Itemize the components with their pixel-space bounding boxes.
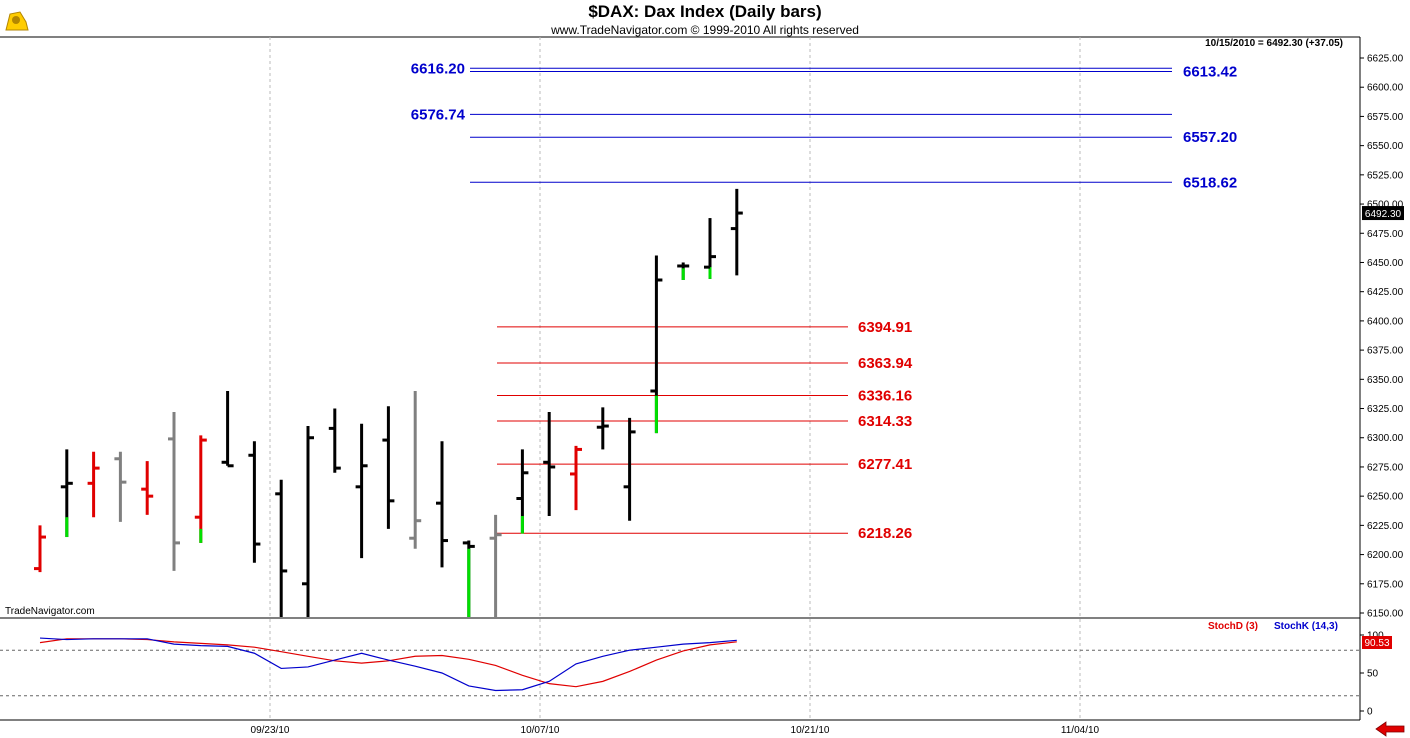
price-tick-label: 6600.00 (1367, 83, 1404, 94)
price-tick-label: 6350.00 (1367, 375, 1404, 386)
price-tick-label: 6425.00 (1367, 287, 1404, 298)
stoch-k-line (39, 637, 737, 692)
ohlc-bar (462, 540, 475, 617)
stochastic-value-label: 90.53 (1364, 638, 1389, 649)
price-tick-label: 6550.00 (1367, 141, 1404, 152)
stochastic-value-tag: 90.53 (1362, 636, 1392, 649)
ohlc-bar (409, 391, 422, 549)
ohlc-bar (623, 417, 636, 521)
ohlc-bar (677, 262, 690, 280)
ohlc-bar (704, 218, 716, 279)
ohlc-bar (650, 255, 663, 434)
support-label: 6336.16 (858, 387, 912, 404)
price-tick-label: 6500.00 (1367, 200, 1404, 211)
last-price-tag: 6492.30 (1362, 206, 1404, 221)
ohlc-bar (168, 412, 180, 571)
ohlc-bar (221, 391, 234, 468)
price-tick-label: 6625.00 (1367, 54, 1404, 65)
ohlc-bar (302, 426, 314, 617)
ohlc-bar (141, 461, 154, 515)
stoch-tick-label: 50 (1367, 669, 1379, 680)
price-tick-label: 6475.00 (1367, 229, 1404, 240)
date-tick-label: 11/04/10 (1061, 725, 1100, 736)
scroll-right-arrow-icon[interactable] (1372, 721, 1408, 737)
support-label: 6394.91 (858, 319, 912, 336)
ohlc-bar (596, 407, 609, 450)
support-label: 6363.94 (858, 355, 913, 372)
price-tick-label: 6150.00 (1367, 609, 1404, 620)
ohlc-bar (382, 406, 395, 529)
ohlc-bar (730, 188, 743, 276)
ohlc-bar (87, 451, 100, 518)
support-label: 6218.26 (858, 525, 912, 542)
ohlc-bar (489, 514, 502, 617)
ohlc-bar (570, 445, 582, 511)
date-tick-label: 10/07/10 (521, 725, 560, 736)
price-tick-label: 6275.00 (1367, 462, 1404, 473)
price-tick-label: 6300.00 (1367, 433, 1404, 444)
last-quote-text: 10/15/2010 = 6492.30 (+37.05) (1205, 38, 1343, 49)
stochastic-legend: StochD (3) StochK (14,3) (1208, 621, 1338, 632)
ohlc-bar (248, 441, 261, 563)
date-tick-label: 09/23/10 (251, 725, 290, 736)
price-tick-label: 6375.00 (1367, 346, 1404, 357)
price-tick-label: 6325.00 (1367, 404, 1404, 415)
resistance-label: 6576.74 (411, 106, 466, 123)
resistance-label: 6557.20 (1183, 129, 1237, 146)
ohlc-bars (34, 188, 743, 617)
price-tick-label: 6200.00 (1367, 550, 1404, 561)
support-label: 6277.41 (858, 456, 912, 473)
stochastic-reference-lines (0, 649, 1360, 697)
stochastic-lines (39, 637, 737, 692)
price-tick-label: 6250.00 (1367, 492, 1404, 503)
fibonacci-levels: 6616.20 6613.42 6576.74 6557.20 6518.62 6394.… (411, 60, 1237, 542)
stoch-legend-item: StochK (14,3) (1274, 621, 1338, 632)
price-panel (0, 36, 1361, 721)
price-tick-label: 6175.00 (1367, 579, 1404, 590)
price-tick-label: 6225.00 (1367, 521, 1404, 532)
resistance-label: 6616.20 (411, 60, 465, 77)
last-price-label: 6492.30 (1365, 209, 1402, 220)
ohlc-bar (543, 412, 556, 517)
ohlc-bar (114, 451, 127, 522)
ohlc-bar (194, 435, 207, 543)
ohlc-bar (516, 449, 529, 534)
chart-title: $DAX: Dax Index (Daily bars) (588, 2, 821, 21)
date-axis: 09/23/10 10/07/10 10/21/10 11/04/10 (251, 725, 1100, 736)
watermark: TradeNavigator.com (5, 606, 95, 617)
price-tick-label: 6450.00 (1367, 258, 1404, 269)
ohlc-bar (436, 441, 448, 568)
price-tick-label: 6575.00 (1367, 112, 1404, 123)
price-tick-label: 6400.00 (1367, 316, 1404, 327)
ohlc-bar (275, 479, 288, 617)
trade-navigator-logo-icon (5, 11, 29, 31)
price-axis: 6150.00 6175.00 6200.00 6225.00 6250.00 6275.… (1360, 54, 1404, 620)
ohlc-bar (328, 408, 341, 473)
ohlc-bar (34, 525, 46, 573)
resistance-label: 6613.42 (1183, 64, 1237, 81)
date-tick-label: 10/21/10 (791, 725, 830, 736)
support-label: 6314.33 (858, 413, 912, 430)
resistance-label: 6518.62 (1183, 174, 1237, 191)
stoch-tick-label: 0 (1367, 707, 1373, 718)
ohlc-bar (355, 423, 368, 559)
ohlc-bar (60, 449, 73, 538)
price-tick-label: 6525.00 (1367, 170, 1404, 181)
chart-subtitle: www.TradeNavigator.com © 1999-2010 All r… (550, 23, 859, 37)
stoch-legend-item: StochD (3) (1208, 621, 1258, 632)
